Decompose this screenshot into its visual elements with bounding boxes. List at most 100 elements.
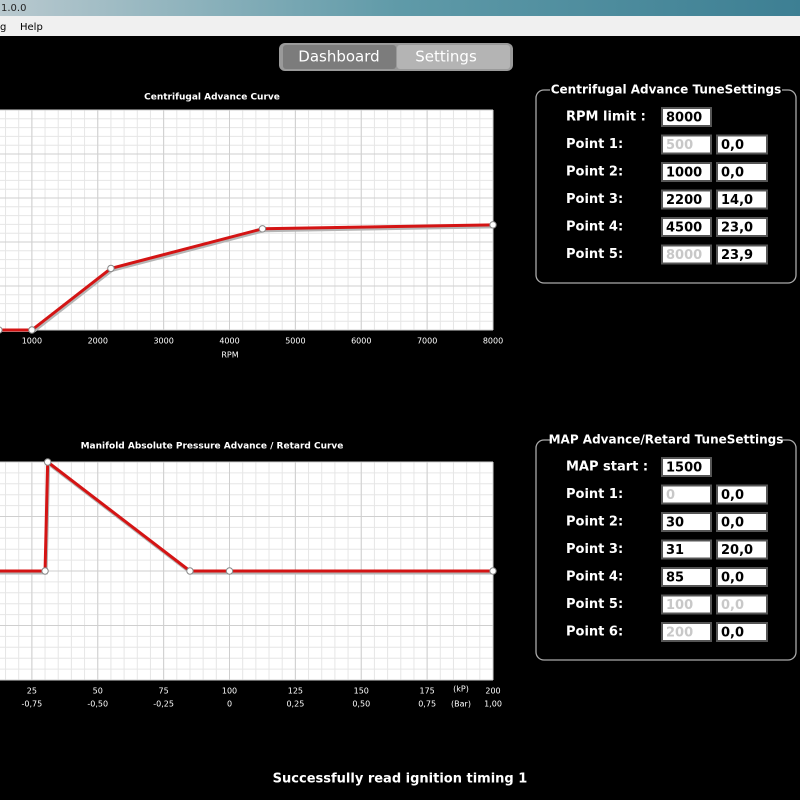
x-tick-label: 175 xyxy=(419,687,434,696)
input-value[interactable]: 20,0 xyxy=(721,543,753,558)
input-field[interactable] xyxy=(661,189,712,210)
input-field[interactable] xyxy=(716,567,768,587)
field-label: Point 5: xyxy=(566,247,623,262)
chart-title: Manifold Absolute Pressure Advance / Ret… xyxy=(81,442,344,452)
x2-tick-label: 0,50 xyxy=(352,700,370,709)
input-field[interactable] xyxy=(716,244,768,265)
input-value[interactable]: 200 xyxy=(666,626,693,641)
input-field[interactable] xyxy=(661,162,712,182)
input-field[interactable] xyxy=(661,567,712,587)
menu-bar xyxy=(0,16,800,36)
group-title: Centrifugal Advance TuneSettings xyxy=(551,83,782,97)
input-field[interactable] xyxy=(661,134,712,155)
input-value[interactable]: 0,0 xyxy=(721,516,744,531)
x2-tick-label: 0,25 xyxy=(286,700,304,709)
input-field[interactable] xyxy=(661,457,712,477)
field-label: Point 2: xyxy=(566,165,623,180)
point-marker xyxy=(28,326,36,334)
x-tick-label: 25 xyxy=(27,687,37,696)
menu-item[interactable]: Help xyxy=(20,22,43,33)
input-value[interactable]: 14,0 xyxy=(721,193,753,208)
input-value[interactable]: 1500 xyxy=(666,461,702,476)
input-field[interactable] xyxy=(716,539,768,560)
input-value[interactable]: 0,0 xyxy=(721,571,744,586)
field-label: Point 4: xyxy=(566,570,623,585)
x2-tick-label: 1,00 xyxy=(484,700,502,709)
point-marker xyxy=(258,225,267,233)
input-field[interactable] xyxy=(716,217,768,237)
point-marker xyxy=(225,567,234,575)
x2-unit-label: (Bar) xyxy=(451,700,471,709)
plot xyxy=(0,109,495,332)
input-value[interactable]: 4500 xyxy=(666,221,702,236)
x-tick-label: 3000 xyxy=(153,337,173,346)
x-tick-label: 200 xyxy=(485,687,500,696)
point-marker xyxy=(0,326,3,334)
input-field[interactable] xyxy=(661,594,712,615)
input-value[interactable]: 500 xyxy=(666,138,693,153)
tab-label[interactable]: Settings xyxy=(415,48,477,66)
input-value[interactable]: 30 xyxy=(666,516,684,531)
field-label: Point 1: xyxy=(566,487,623,502)
input-field[interactable] xyxy=(716,162,768,182)
field-label: Point 5: xyxy=(566,597,623,612)
input-value[interactable]: 0 xyxy=(666,488,675,503)
input-value[interactable]: 0,0 xyxy=(721,626,744,641)
x-tick-label: 150 xyxy=(354,687,369,696)
x2-tick-label: 0,75 xyxy=(418,700,436,709)
x-tick-label: 100 xyxy=(222,687,237,696)
input-value[interactable]: 23,0 xyxy=(721,221,753,236)
input-field[interactable] xyxy=(661,512,712,532)
input-value[interactable]: 85 xyxy=(666,571,684,586)
input-value[interactable]: 0,0 xyxy=(721,138,744,153)
input-field[interactable] xyxy=(661,107,712,127)
status-text: Successfully read ignition timing 1 xyxy=(273,772,528,787)
input-field[interactable] xyxy=(716,134,768,155)
input-field[interactable] xyxy=(716,594,768,615)
input-value[interactable]: 8000 xyxy=(666,111,702,126)
input-value[interactable]: 0,0 xyxy=(721,598,744,613)
input-value[interactable]: 2200 xyxy=(666,193,702,208)
x-tick-label: 50 xyxy=(93,687,103,696)
x2-tick-label: -0,75 xyxy=(22,700,43,709)
field-label: Point 3: xyxy=(566,542,623,557)
input-field[interactable] xyxy=(661,244,712,265)
input-field[interactable] xyxy=(716,622,768,642)
point-marker xyxy=(489,567,497,575)
line xyxy=(0,460,493,573)
field-label: Point 6: xyxy=(566,625,623,640)
input-field[interactable] xyxy=(716,512,768,532)
x-tick-label: 75 xyxy=(159,687,169,696)
tab-label[interactable]: Dashboard xyxy=(298,48,379,66)
input-field[interactable] xyxy=(661,217,712,237)
input-field[interactable] xyxy=(716,484,768,505)
x-unit-label: (kP) xyxy=(453,685,469,694)
x-axis-label: RPM xyxy=(221,351,238,360)
field-label: Point 1: xyxy=(566,137,623,152)
field-label: MAP start : xyxy=(566,460,648,475)
input-value[interactable]: 23,9 xyxy=(721,248,753,263)
input-field[interactable] xyxy=(716,189,768,210)
x-tick-label: 1000 xyxy=(22,337,42,346)
input-value[interactable]: 31 xyxy=(666,543,684,558)
input-field[interactable] xyxy=(661,484,712,505)
menu-item[interactable]: g xyxy=(0,22,6,33)
input-field[interactable] xyxy=(661,622,712,642)
tab[interactable] xyxy=(283,45,396,69)
field-label: RPM limit : xyxy=(566,110,646,125)
input-value[interactable]: 8000 xyxy=(666,248,702,263)
x-tick-label: 6000 xyxy=(351,337,371,346)
field-label: Point 2: xyxy=(566,515,623,530)
input-value[interactable]: 100 xyxy=(666,598,693,613)
field-label: Point 4: xyxy=(566,220,623,235)
x-tick-label: 7000 xyxy=(417,337,437,346)
x-tick-label: 125 xyxy=(288,687,303,696)
x-tick-label: 5000 xyxy=(285,337,305,346)
input-value[interactable]: 1000 xyxy=(666,166,702,181)
input-value[interactable]: 0,0 xyxy=(721,166,744,181)
input-value[interactable]: 0,0 xyxy=(721,488,744,503)
x-tick-label: 4000 xyxy=(219,337,239,346)
tab[interactable] xyxy=(397,45,510,69)
input-field[interactable] xyxy=(661,539,712,560)
